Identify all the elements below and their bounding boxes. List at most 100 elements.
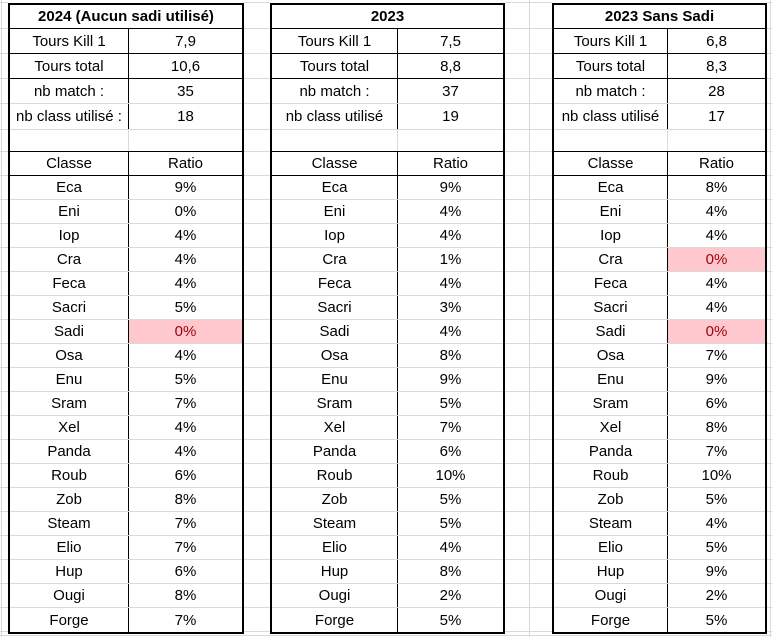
stat-value-cell[interactable]: 35: [177, 82, 194, 100]
stat-label-cell[interactable]: nb match :: [10, 79, 129, 103]
class-name-cell[interactable]: Sacri: [272, 296, 398, 319]
ratio-cell[interactable]: 8%: [439, 347, 462, 364]
ratio-cell[interactable]: 5%: [174, 371, 197, 388]
ratio-cell[interactable]: 6%: [174, 467, 197, 484]
class-name-cell[interactable]: Cra: [272, 248, 398, 271]
class-name-cell[interactable]: Osa: [272, 344, 398, 367]
stat-value-cell[interactable]: 7,5: [440, 32, 461, 50]
class-name-cell[interactable]: Elio: [272, 536, 398, 559]
stat-value-cell[interactable]: 8,8: [440, 57, 461, 75]
stat-label-cell[interactable]: nb match :: [272, 79, 398, 103]
class-name-cell[interactable]: Roub: [554, 464, 668, 487]
ratio-cell[interactable]: 4%: [439, 203, 462, 220]
class-name-cell[interactable]: Ougi: [10, 584, 129, 607]
stat-label-cell[interactable]: Tours total: [554, 54, 668, 78]
ratio-cell[interactable]: 8%: [174, 587, 197, 604]
class-name-cell[interactable]: Sadi: [10, 320, 129, 343]
class-name-cell[interactable]: Forge: [10, 608, 129, 632]
ratio-cell[interactable]: 0%: [174, 203, 197, 220]
stat-value-cell[interactable]: 28: [708, 82, 725, 100]
ratio-cell[interactable]: 4%: [705, 299, 728, 316]
class-name-cell[interactable]: Eca: [10, 176, 129, 199]
class-name-cell[interactable]: Hup: [10, 560, 129, 583]
stat-label-cell[interactable]: nb class utilisé :: [10, 104, 129, 129]
table-title-cell[interactable]: 2024 (Aucun sadi utilisé): [38, 8, 214, 25]
empty-cell[interactable]: [10, 130, 129, 151]
ratio-cell[interactable]: 4%: [705, 227, 728, 244]
stat-value-cell[interactable]: 17: [708, 108, 725, 125]
ratio-cell[interactable]: 8%: [439, 563, 462, 580]
column-header-ratio[interactable]: Ratio: [698, 155, 735, 172]
class-name-cell[interactable]: Xel: [10, 416, 129, 439]
ratio-cell[interactable]: 1%: [439, 251, 462, 268]
class-name-cell[interactable]: Iop: [554, 224, 668, 247]
class-name-cell[interactable]: Hup: [554, 560, 668, 583]
ratio-cell[interactable]: 7%: [705, 347, 728, 364]
class-name-cell[interactable]: Xel: [554, 416, 668, 439]
stat-value-cell[interactable]: 8,3: [706, 57, 727, 75]
ratio-cell[interactable]: 4%: [174, 275, 197, 292]
stat-value-cell[interactable]: 6,8: [706, 32, 727, 50]
ratio-cell[interactable]: 7%: [174, 515, 197, 532]
class-name-cell[interactable]: Iop: [272, 224, 398, 247]
class-name-cell[interactable]: Eni: [554, 200, 668, 223]
ratio-cell[interactable]: 5%: [439, 515, 462, 532]
ratio-cell[interactable]: 3%: [439, 299, 462, 316]
class-name-cell[interactable]: Enu: [272, 368, 398, 391]
class-name-cell[interactable]: Iop: [10, 224, 129, 247]
class-name-cell[interactable]: Sacri: [554, 296, 668, 319]
ratio-cell[interactable]: 7%: [439, 419, 462, 436]
empty-cell[interactable]: [554, 130, 668, 151]
column-header-ratio[interactable]: Ratio: [167, 155, 204, 172]
ratio-cell[interactable]: 5%: [174, 299, 197, 316]
stat-label-cell[interactable]: nb class utilisé: [272, 104, 398, 129]
class-name-cell[interactable]: Cra: [554, 248, 668, 271]
ratio-cell[interactable]: 6%: [439, 443, 462, 460]
ratio-cell[interactable]: 2%: [705, 587, 728, 604]
stat-value-cell[interactable]: 37: [442, 82, 459, 100]
class-name-cell[interactable]: Enu: [554, 368, 668, 391]
ratio-cell[interactable]: 4%: [439, 275, 462, 292]
column-header-classe[interactable]: Classe: [10, 152, 129, 175]
empty-cell[interactable]: [398, 130, 503, 151]
ratio-cell[interactable]: 9%: [439, 179, 462, 196]
stat-value-cell[interactable]: 7,9: [175, 32, 196, 50]
stat-label-cell[interactable]: Tours Kill 1: [10, 29, 129, 53]
class-name-cell[interactable]: Osa: [554, 344, 668, 367]
ratio-cell[interactable]: 5%: [705, 491, 728, 508]
class-name-cell[interactable]: Hup: [272, 560, 398, 583]
class-name-cell[interactable]: Sadi: [272, 320, 398, 343]
class-name-cell[interactable]: Eni: [10, 200, 129, 223]
ratio-cell[interactable]: 4%: [439, 539, 462, 556]
stat-label-cell[interactable]: Tours total: [10, 54, 129, 78]
ratio-cell[interactable]: 6%: [174, 563, 197, 580]
class-name-cell[interactable]: Roub: [10, 464, 129, 487]
ratio-cell[interactable]: 9%: [705, 371, 728, 388]
ratio-cell[interactable]: 8%: [705, 179, 728, 196]
stat-value-cell[interactable]: 18: [177, 108, 194, 125]
ratio-cell[interactable]: 0%: [668, 248, 765, 271]
class-name-cell[interactable]: Sacri: [10, 296, 129, 319]
class-name-cell[interactable]: Eni: [272, 200, 398, 223]
class-name-cell[interactable]: Sram: [10, 392, 129, 415]
ratio-cell[interactable]: 7%: [174, 395, 197, 412]
column-header-classe[interactable]: Classe: [272, 152, 398, 175]
empty-cell[interactable]: [668, 130, 765, 151]
stat-label-cell[interactable]: Tours Kill 1: [554, 29, 668, 53]
ratio-cell[interactable]: 9%: [174, 179, 197, 196]
class-name-cell[interactable]: Steam: [10, 512, 129, 535]
class-name-cell[interactable]: Sadi: [554, 320, 668, 343]
class-name-cell[interactable]: Cra: [10, 248, 129, 271]
ratio-cell[interactable]: 4%: [705, 203, 728, 220]
ratio-cell[interactable]: 0%: [129, 320, 242, 343]
ratio-cell[interactable]: 10%: [435, 467, 466, 484]
class-name-cell[interactable]: Panda: [10, 440, 129, 463]
ratio-cell[interactable]: 0%: [668, 320, 765, 343]
ratio-cell[interactable]: 5%: [705, 539, 728, 556]
ratio-cell[interactable]: 6%: [705, 395, 728, 412]
empty-cell[interactable]: [272, 130, 398, 151]
ratio-cell[interactable]: 9%: [439, 371, 462, 388]
ratio-cell[interactable]: 8%: [174, 491, 197, 508]
class-name-cell[interactable]: Feca: [554, 272, 668, 295]
ratio-cell[interactable]: 4%: [439, 227, 462, 244]
